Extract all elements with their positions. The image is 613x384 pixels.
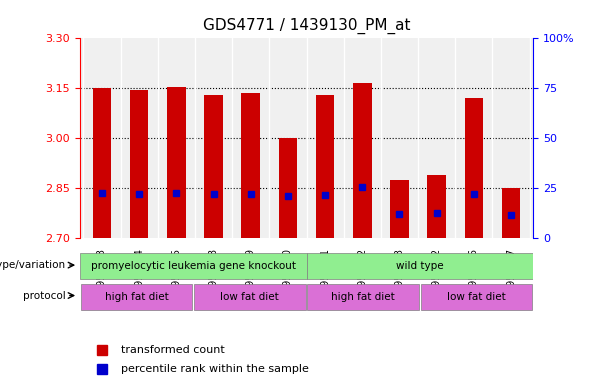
Bar [93, 88, 112, 238]
Bar [353, 83, 371, 238]
Text: genotype/variation: genotype/variation [0, 260, 66, 270]
Bar [279, 138, 297, 238]
Bar [242, 93, 260, 238]
Bar [204, 95, 223, 238]
Text: low fat diet: low fat diet [221, 291, 279, 302]
Bar [501, 188, 520, 238]
Bar [167, 87, 186, 238]
Text: protocol: protocol [23, 291, 66, 301]
Bar [465, 98, 483, 238]
Text: promyelocytic leukemia gene knockout: promyelocytic leukemia gene knockout [91, 261, 295, 271]
Bar [130, 90, 148, 238]
Text: wild type: wild type [396, 261, 444, 271]
Text: percentile rank within the sample: percentile rank within the sample [121, 364, 308, 374]
Bar [427, 175, 446, 238]
Text: low fat diet: low fat diet [447, 291, 506, 302]
Bar [80, 253, 306, 279]
Bar [194, 284, 306, 310]
Text: transformed count: transformed count [121, 345, 224, 355]
Title: GDS4771 / 1439130_PM_at: GDS4771 / 1439130_PM_at [203, 18, 410, 34]
Bar [306, 253, 533, 279]
Bar [421, 284, 533, 310]
Bar [307, 284, 419, 310]
Text: high fat diet: high fat diet [105, 291, 168, 302]
Bar [390, 180, 409, 238]
Text: high fat diet: high fat diet [332, 291, 395, 302]
Bar [80, 284, 192, 310]
Bar [316, 95, 334, 238]
